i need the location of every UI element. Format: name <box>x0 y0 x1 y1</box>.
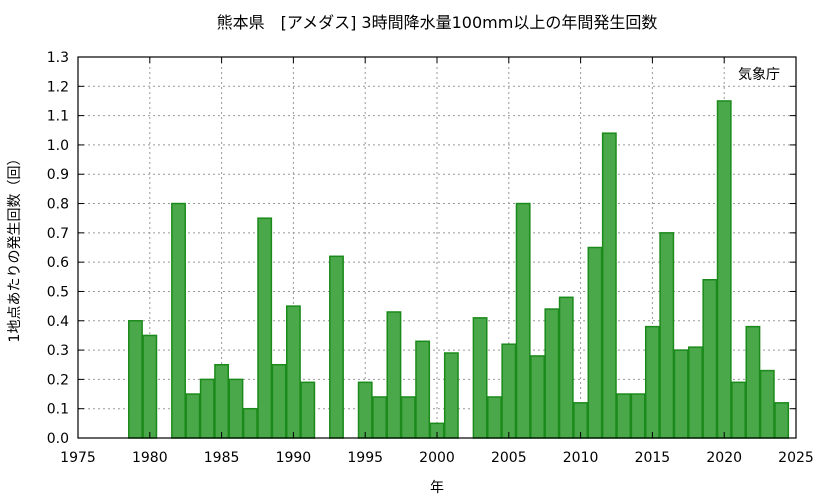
x-tick-label: 2005 <box>491 450 527 466</box>
x-axis-title: 年 <box>430 480 444 496</box>
chart-title: 熊本県 [アメダス] 3時間降水量100mm以上の年間発生回数 <box>217 13 658 32</box>
bar-1998 <box>400 396 416 439</box>
y-tick-label: 0.1 <box>47 402 69 418</box>
x-tick-label: 1990 <box>276 450 312 466</box>
bar-2022 <box>745 325 761 439</box>
bar-1990 <box>285 305 301 439</box>
bar-2024 <box>774 402 790 439</box>
x-tick-label: 1985 <box>204 450 240 466</box>
bar-1996 <box>372 396 387 439</box>
y-tick-label: 1.2 <box>47 79 69 95</box>
bar-2011 <box>587 246 603 439</box>
y-tick-label: 0.5 <box>47 284 69 300</box>
x-tick-label: 2020 <box>706 450 742 466</box>
bar-2005 <box>501 343 517 439</box>
bar-2007 <box>530 355 545 439</box>
bar-2016 <box>659 232 675 439</box>
y-tick-label: 1.3 <box>47 50 69 66</box>
bar-2020 <box>716 100 732 439</box>
bar-1984 <box>199 378 215 439</box>
bar-2018 <box>688 346 703 439</box>
bar-1995 <box>357 381 373 439</box>
bar-2019 <box>702 278 718 439</box>
bar-1999 <box>415 340 431 439</box>
bar-2014 <box>630 393 646 439</box>
y-axis-title: 1地点あたりの発生回数（回） <box>7 152 23 343</box>
bar-1988 <box>257 217 273 439</box>
y-tick-label: 0.0 <box>47 431 69 447</box>
bar-2023 <box>759 369 775 439</box>
bar-1982 <box>171 202 186 439</box>
bar-1983 <box>185 393 201 439</box>
y-tick-label: 0.7 <box>47 226 69 242</box>
source-annotation: 気象庁 <box>738 67 780 83</box>
bar-2015 <box>644 325 660 439</box>
y-tick-label: 0.2 <box>47 372 69 388</box>
y-tick-label: 0.9 <box>47 167 69 183</box>
bar-2012 <box>601 132 617 439</box>
x-tick-label: 2025 <box>778 450 814 466</box>
bars <box>128 100 790 439</box>
bar-2008 <box>544 308 560 439</box>
bar-2006 <box>515 202 531 439</box>
bar-1985 <box>214 363 230 439</box>
bar-1997 <box>386 311 402 439</box>
y-tick-label: 1.1 <box>47 109 69 125</box>
bar-2013 <box>616 393 632 439</box>
y-tick-label: 0.8 <box>47 197 69 213</box>
x-tick-label: 2010 <box>563 450 599 466</box>
bar-1991 <box>300 381 316 439</box>
x-tick-label: 1975 <box>60 450 96 466</box>
bar-2021 <box>731 381 746 439</box>
x-tick-label: 1995 <box>347 450 383 466</box>
x-tick-label: 1980 <box>132 450 168 466</box>
bar-2003 <box>472 317 488 439</box>
y-axis: 0.0 0.1 0.2 0.3 0.4 0.5 0.6 0.7 0.8 0.9 1.0 1.1 1.2 1… <box>47 50 796 447</box>
bar-1993 <box>329 255 344 439</box>
bar-2017 <box>673 349 689 439</box>
bar-2001 <box>443 352 459 439</box>
y-tick-label: 0.4 <box>47 314 69 330</box>
bar-1979 <box>128 320 143 439</box>
y-tick-label: 0.6 <box>47 255 69 271</box>
x-axis: 1975 1980 1985 1990 1995 2000 2005 2010 2015 2020… <box>60 57 814 466</box>
bar-1980 <box>142 334 158 439</box>
bar-1987 <box>242 407 258 439</box>
bar-1989 <box>271 363 287 439</box>
bar-2004 <box>487 396 502 439</box>
x-tick-label: 2000 <box>419 450 455 466</box>
bar-2009 <box>558 296 574 439</box>
y-tick-label: 0.3 <box>47 343 69 359</box>
bar-1986 <box>228 378 244 439</box>
x-tick-label: 2015 <box>635 450 671 466</box>
y-tick-label: 1.0 <box>47 138 69 154</box>
